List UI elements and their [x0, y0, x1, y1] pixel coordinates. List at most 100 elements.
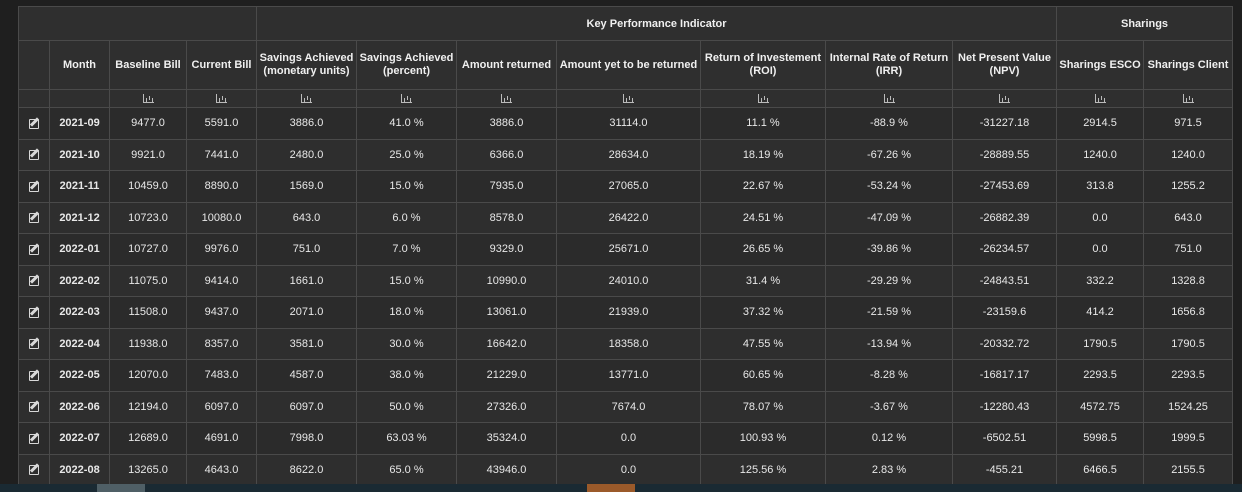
table-cell: 2480.0 — [256, 138, 357, 171]
table-cell: 11508.0 — [109, 296, 187, 329]
horizontal-scrollbar[interactable] — [0, 484, 1242, 492]
table-cell: 8357.0 — [186, 327, 257, 360]
table-cell: 30.0 % — [356, 327, 457, 360]
table-cell: 65.0 % — [356, 453, 457, 486]
row-edit-cell[interactable] — [18, 453, 50, 486]
bar-chart-icon[interactable] — [757, 94, 769, 104]
table-cell: 4643.0 — [186, 453, 257, 486]
edit-icon[interactable] — [28, 370, 40, 381]
edit-icon[interactable] — [28, 244, 40, 255]
bar-chart-icon[interactable] — [301, 94, 312, 104]
column-header-sharings-esco[interactable]: Sharings ESCO — [1056, 40, 1145, 90]
edit-icon[interactable] — [28, 338, 40, 350]
row-edit-cell[interactable] — [18, 170, 50, 203]
table-cell: 35324.0 — [456, 422, 557, 455]
bar-chart-icon[interactable] — [142, 94, 154, 104]
table-cell: 6097.0 — [186, 390, 257, 423]
edit-icon[interactable] — [28, 212, 40, 224]
header-chart-icon-row — [18, 89, 1234, 108]
table-cell: 13061.0 — [456, 296, 557, 329]
bar-chart-icon[interactable] — [1182, 94, 1194, 104]
table-cell: 12689.0 — [109, 422, 187, 455]
row-edit-cell[interactable] — [18, 359, 50, 392]
table-cell: 31.4 % — [700, 264, 826, 297]
column-header-sharings-client[interactable]: Sharings Client — [1143, 40, 1234, 90]
table-cell: 9414.0 — [186, 264, 257, 297]
edit-icon[interactable] — [28, 401, 40, 413]
table-cell: 100.93 % — [700, 422, 826, 455]
table-cell: 18.19 % — [700, 138, 826, 171]
table-cell: 125.56 % — [700, 453, 826, 486]
column-chart-cell — [951, 89, 1058, 108]
table-cell: -53.24 % — [825, 170, 953, 203]
bar-chart-icon[interactable] — [1094, 94, 1106, 104]
table-cell: 2293.5 — [1143, 359, 1234, 392]
table-cell: 6.0 % — [356, 201, 457, 234]
row-edit-cell[interactable] — [18, 233, 50, 266]
column-header-month[interactable]: Month — [49, 40, 110, 90]
column-header-baseline-bill[interactable]: Baseline Bill — [109, 40, 187, 90]
table-cell: 1240.0 — [1056, 138, 1145, 171]
table-cell: 10990.0 — [456, 264, 557, 297]
table-cell: 10459.0 — [109, 170, 187, 203]
column-header-amount-yet-to-be-returned[interactable]: Amount yet to be returned — [556, 40, 701, 90]
column-header-current-bill[interactable]: Current Bill — [186, 40, 257, 90]
bar-chart-icon[interactable] — [401, 94, 412, 104]
table-cell: -29.29 % — [825, 264, 953, 297]
edit-icon[interactable] — [28, 433, 40, 444]
row-edit-cell[interactable] — [18, 327, 50, 360]
column-header-amount-returned[interactable]: Amount returned — [456, 40, 557, 90]
column-header-return-of-investement-roi[interactable]: Return of Investement (ROI) — [700, 40, 826, 90]
scrollbar-marker — [587, 484, 635, 492]
header-column-row: Month Baseline Bill Current Bill Savings Ac… — [18, 40, 1234, 90]
edit-icon[interactable] — [28, 464, 40, 476]
header-group-kpi: Key Performance Indicator — [255, 6, 1058, 41]
column-header-savings-achieved-monetary-units[interactable]: Savings Achieved (monetary units) — [256, 40, 357, 90]
table-cell: -6502.51 — [951, 422, 1058, 455]
table-cell: 9477.0 — [109, 107, 187, 140]
table-cell: 50.0 % — [356, 390, 457, 423]
row-edit-cell[interactable] — [18, 422, 50, 455]
header-group-row: Key Performance Indicator Sharings — [18, 6, 1234, 41]
row-edit-cell[interactable] — [18, 296, 50, 329]
table-cell: -23159.6 — [951, 296, 1058, 329]
column-header-net-present-value-npv[interactable]: Net Present Value (NPV) — [951, 40, 1058, 90]
row-month-cell: 2022-08 — [49, 453, 110, 486]
bar-chart-icon[interactable] — [501, 94, 512, 104]
table-cell: 7483.0 — [186, 359, 257, 392]
table-row: 2022-05 12070.0 7483.0 4587.0 38.0 % 21229.0 1… — [18, 359, 1234, 392]
row-month-cell: 2022-01 — [49, 233, 110, 266]
table-cell: 6366.0 — [456, 138, 557, 171]
row-edit-cell[interactable] — [18, 107, 50, 140]
column-chart-cell — [1056, 89, 1145, 108]
row-edit-cell[interactable] — [18, 138, 50, 171]
bar-chart-icon[interactable] — [623, 94, 634, 104]
table-cell: -13.94 % — [825, 327, 953, 360]
column-chart-cell — [556, 89, 701, 108]
table-cell: 643.0 — [256, 201, 357, 234]
bar-chart-icon[interactable] — [999, 94, 1010, 104]
edit-icon[interactable] — [28, 149, 40, 161]
column-header-internal-rate-of-return-irr[interactable]: Internal Rate of Return (IRR) — [825, 40, 953, 90]
row-month-cell: 2022-05 — [49, 359, 110, 392]
edit-icon[interactable] — [28, 275, 40, 287]
bar-chart-icon[interactable] — [216, 94, 227, 104]
bar-chart-icon[interactable] — [883, 94, 895, 104]
column-header-savings-achieved-percent[interactable]: Savings Achieved (percent) — [356, 40, 457, 90]
row-edit-cell[interactable] — [18, 264, 50, 297]
edit-icon[interactable] — [28, 181, 40, 192]
table-cell: -8.28 % — [825, 359, 953, 392]
scrollbar-thumb[interactable] — [97, 484, 145, 492]
row-edit-cell[interactable] — [18, 390, 50, 423]
edit-icon[interactable] — [28, 307, 40, 318]
row-edit-cell[interactable] — [18, 201, 50, 234]
table-cell: 26.65 % — [700, 233, 826, 266]
table-cell: 8578.0 — [456, 201, 557, 234]
table-cell: 31114.0 — [556, 107, 701, 140]
table-cell: 9921.0 — [109, 138, 187, 171]
table-row: 2022-02 11075.0 9414.0 1661.0 15.0 % 10990.0 2… — [18, 264, 1234, 297]
table-row: 2022-03 11508.0 9437.0 2071.0 18.0 % 13061.0 2… — [18, 296, 1234, 329]
edit-icon[interactable] — [28, 118, 40, 129]
table-body: 2021-09 9477.0 5591.0 3886.0 41.0 % 3886.0 311… — [18, 107, 1234, 486]
table-cell: 78.07 % — [700, 390, 826, 423]
